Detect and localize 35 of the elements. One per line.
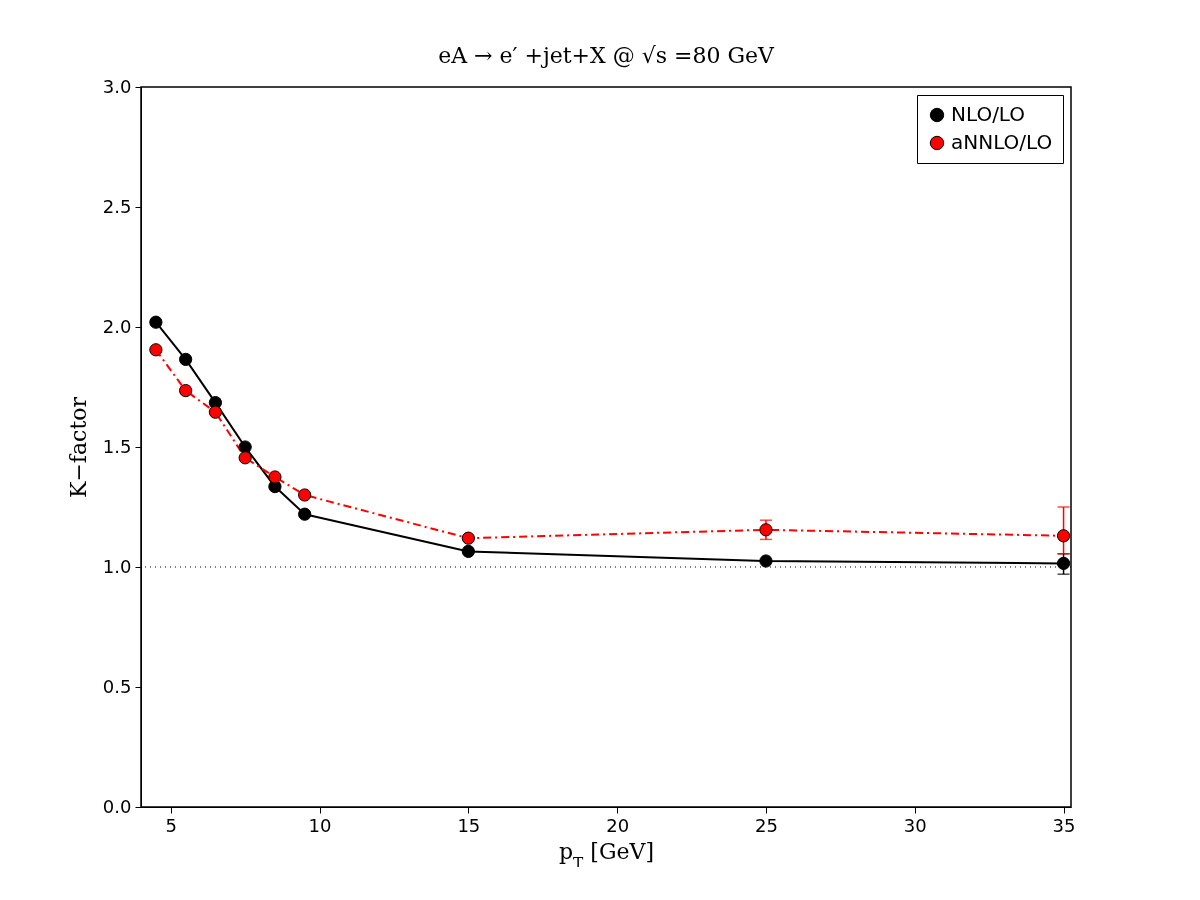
x-tick-label: 15 [457,814,481,836]
y-tick-label: 0.5 [102,675,132,697]
point [268,470,282,484]
legend-label: aNNLO/LO [951,130,1053,154]
point [461,531,475,545]
point [298,488,312,502]
y-tick-label: 1.5 [102,435,132,457]
point [1056,529,1071,543]
x-tick-label: 35 [1052,814,1076,836]
x-tick-label: 5 [165,814,177,836]
x-tick-label: 20 [606,814,630,836]
y-tick-label: 2.5 [102,195,132,217]
point [149,343,163,357]
x-tick-label: 10 [308,814,332,836]
chart-title: eA → e′ +jet+X @ √s =80 GeV [438,43,775,68]
point [179,383,193,398]
y-axis-title: K−factor [65,396,91,499]
point [208,405,223,419]
point [179,352,193,367]
point [1056,556,1071,571]
x-axis-title: p$_{T}$ [GeV] [559,838,654,872]
x-tick-label: 25 [755,814,778,836]
point [238,440,252,454]
legend-label: NLO/LO [951,102,1026,126]
y-tick-label: 0.0 [102,795,132,817]
point [759,554,773,568]
y-tick-label: 3.0 [102,75,132,97]
point [149,315,163,329]
y-tick-label: 2.0 [102,315,132,337]
y-tick-label: 1.0 [102,555,132,577]
point [461,544,475,559]
point [238,451,252,465]
point [759,523,773,537]
point [298,507,312,521]
x-tick-label: 30 [903,814,927,836]
